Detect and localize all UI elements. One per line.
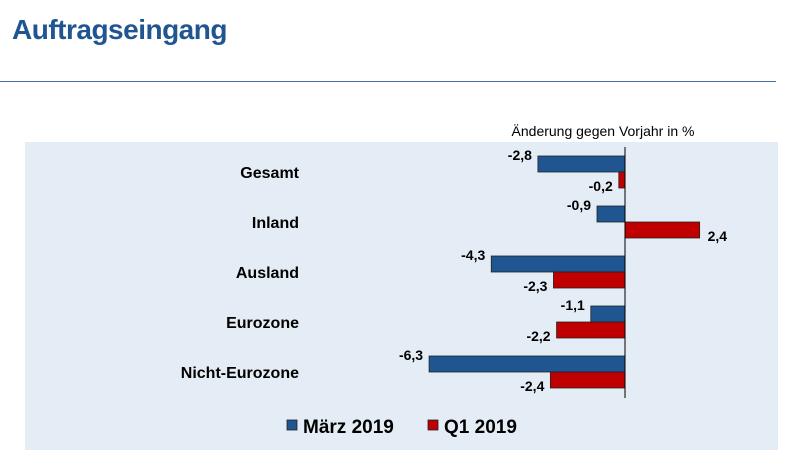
- bar-maerz-2019: [428, 355, 626, 373]
- bar-q1-2019: [549, 371, 626, 389]
- data-label: 2,4: [708, 228, 728, 244]
- bar-maerz-2019: [596, 205, 626, 223]
- plot-background: [25, 142, 778, 450]
- category-label: Eurozone: [226, 315, 299, 332]
- data-label: -0,2: [589, 178, 613, 194]
- data-label: -2,2: [526, 328, 550, 344]
- legend-swatch-1: [427, 419, 439, 431]
- bar-maerz-2019: [537, 155, 626, 173]
- data-label: -4,3: [461, 247, 485, 263]
- legend-label: Q1 2019: [444, 417, 517, 438]
- category-label: Gesamt: [240, 165, 299, 182]
- category-label: Ausland: [236, 265, 299, 282]
- category-label: Nicht-Eurozone: [181, 365, 299, 382]
- data-label: -6,3: [399, 347, 423, 363]
- bar-q1-2019: [553, 271, 626, 289]
- data-label: -2,8: [508, 147, 532, 163]
- data-label: -0,9: [567, 197, 591, 213]
- category-label: Inland: [252, 215, 299, 232]
- title-divider: [0, 81, 776, 82]
- page-title: Auftragseingang: [12, 14, 227, 45]
- legend-swatch-0: [286, 419, 298, 431]
- data-label: -2,4: [520, 378, 544, 394]
- data-label: -1,1: [561, 297, 585, 313]
- bar-q1-2019: [618, 171, 626, 189]
- bar-q1-2019: [624, 221, 701, 239]
- legend-label: März 2019: [303, 417, 394, 438]
- bar-q1-2019: [556, 321, 626, 339]
- bar-maerz-2019: [590, 305, 626, 323]
- data-label: -2,3: [523, 278, 547, 294]
- bar-maerz-2019: [490, 255, 626, 273]
- chart-title: Änderung gegen Vorjahr in %: [512, 123, 695, 139]
